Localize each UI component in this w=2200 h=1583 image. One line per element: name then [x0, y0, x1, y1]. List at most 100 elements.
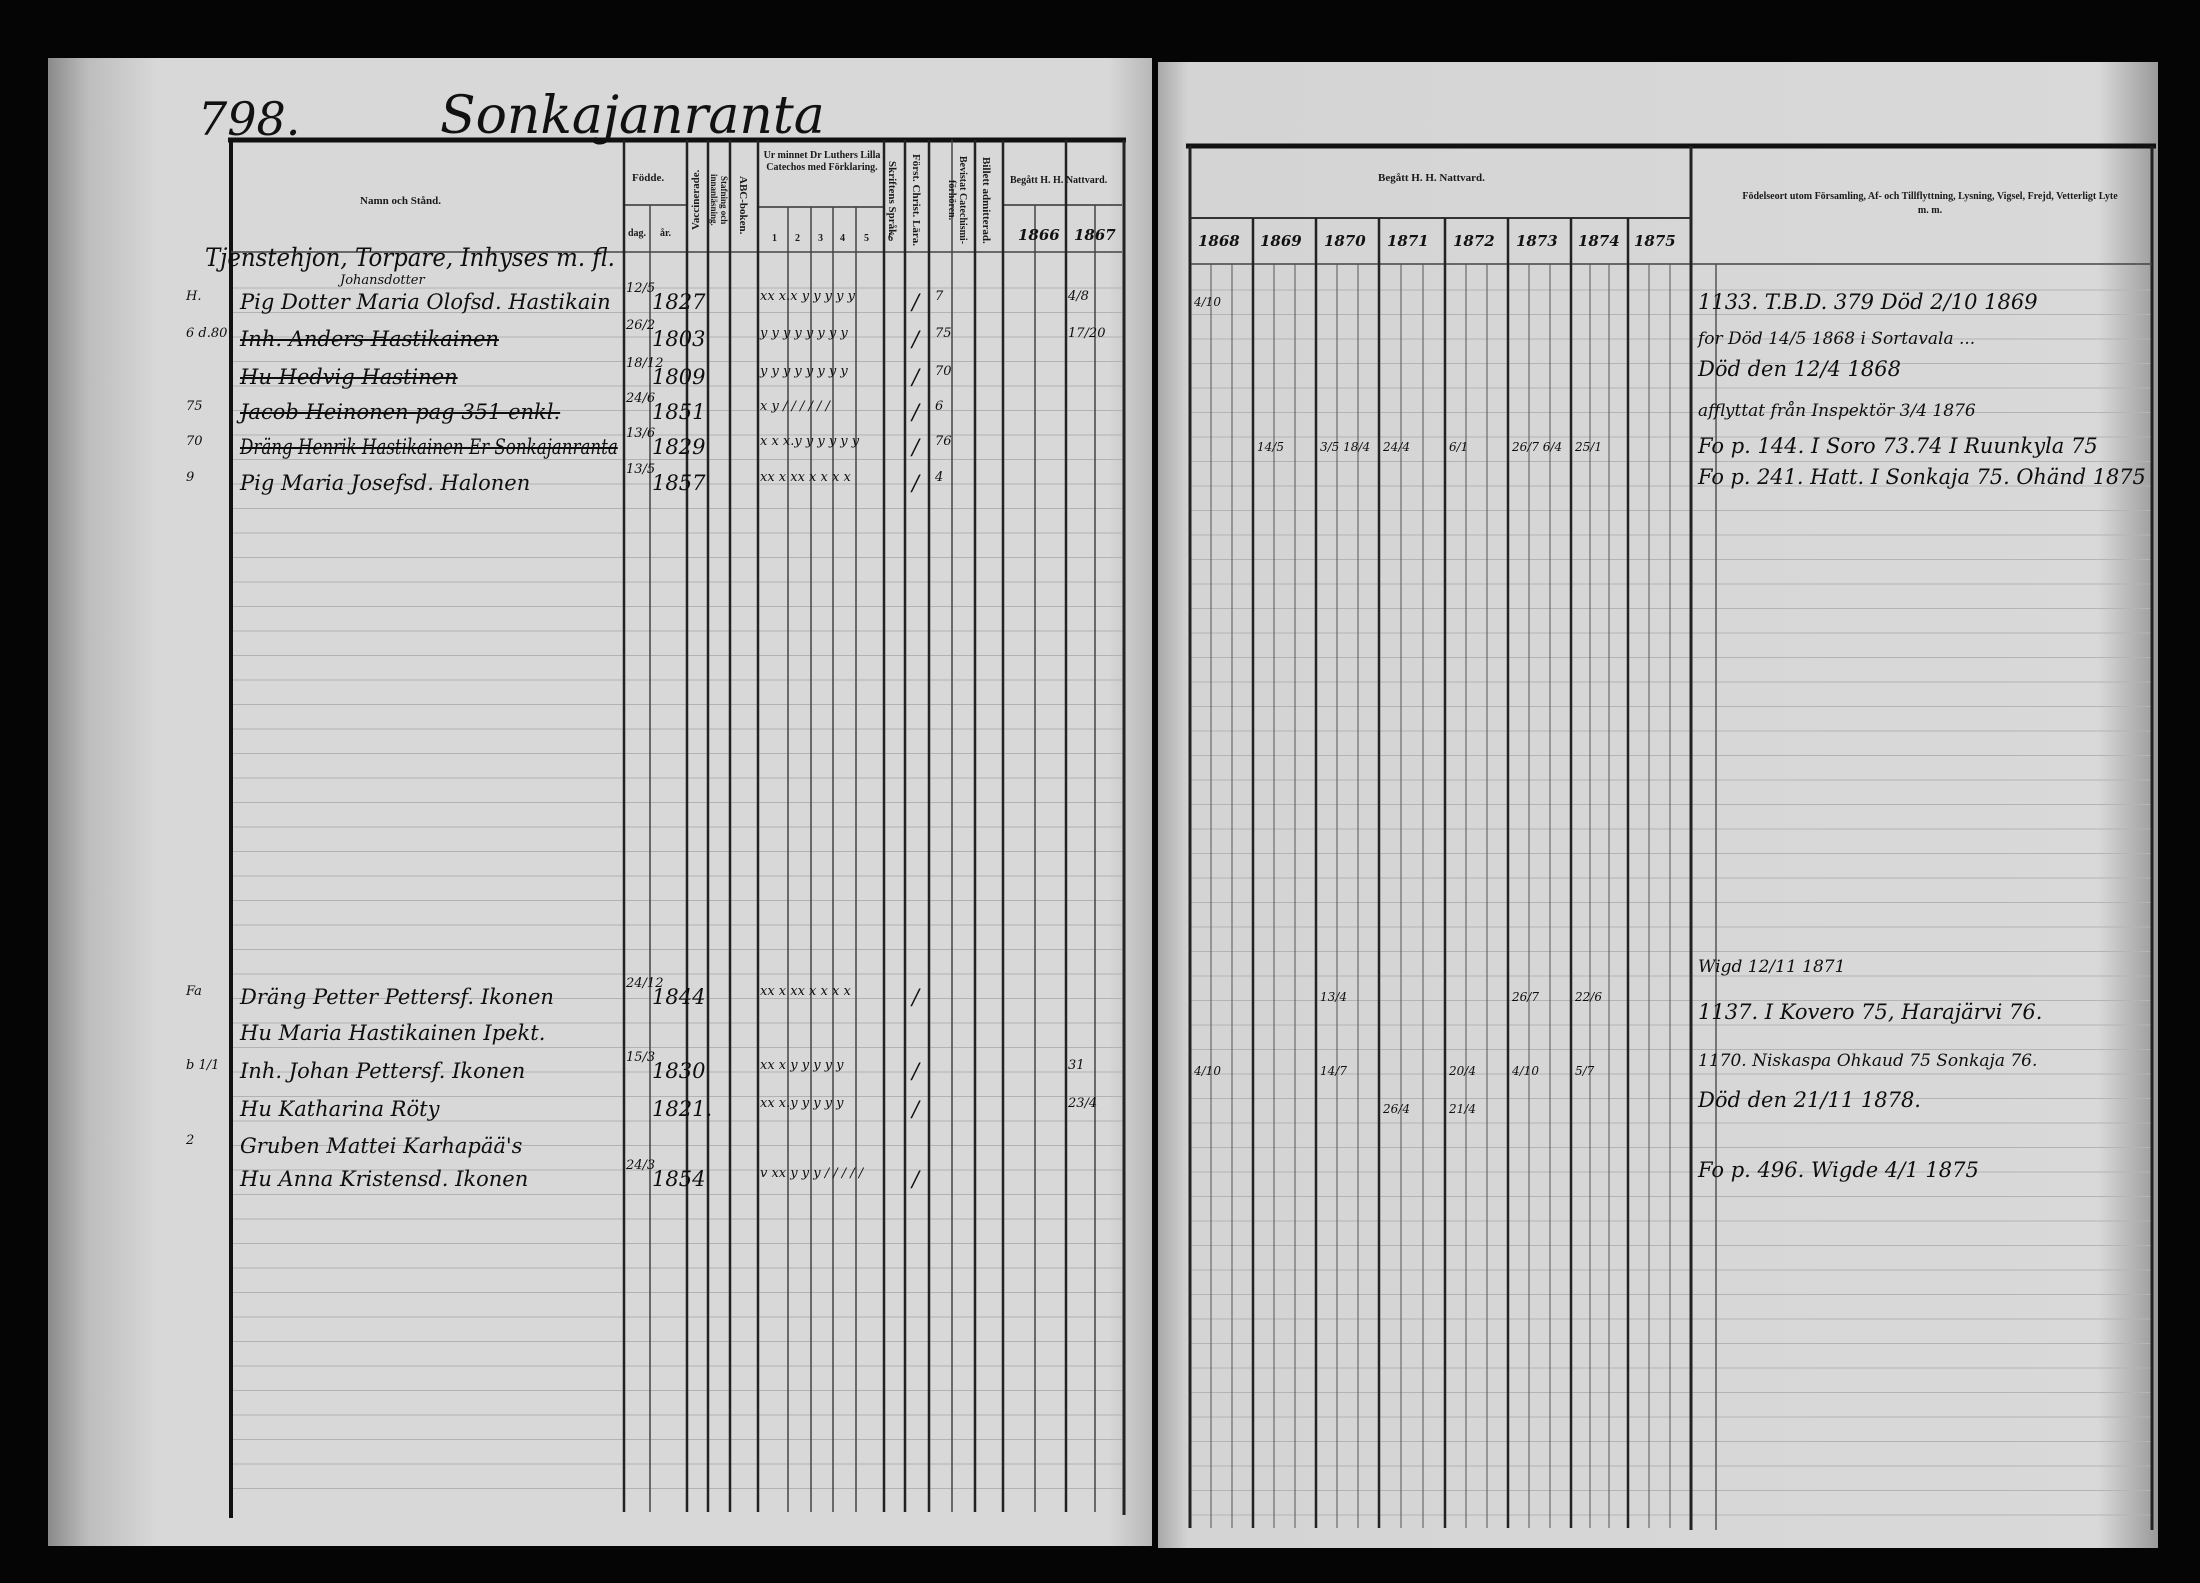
entry-name: Hu Hedvig Hastinen — [240, 365, 458, 389]
header-name: Namn och Stånd. — [360, 195, 441, 207]
entry-name: Pig Dotter Maria Olofsd. Hastikain — [240, 290, 611, 314]
entry-birth-day: 13/6 — [626, 426, 656, 441]
year-1869: 1869 — [1260, 232, 1302, 250]
entry-birth-day: 18/12 — [626, 356, 664, 371]
header-born: Födde. — [632, 172, 665, 184]
communion-mark: 26/7 — [1512, 990, 1539, 1004]
communion-mark: 21/4 — [1449, 1102, 1476, 1116]
remark-line: 1170. Niskaspa Ohkaud 75 Sonkaja 76. — [1698, 1051, 2038, 1071]
header-vaccinated: Vaccinerade. — [690, 169, 702, 231]
entry-birth-year: 1809 — [652, 365, 706, 389]
entry-margin-note: 75 — [186, 399, 203, 414]
entry-christian-mark: / — [912, 400, 920, 424]
page-number: 798. — [198, 92, 301, 146]
remark-line: 1133. T.B.D. 379 Död 2/10 1869 — [1698, 290, 2038, 314]
entry-birth-year: 1857 — [652, 471, 706, 495]
cat-col-6: 6 — [888, 233, 893, 244]
entry-communion: 4/8 — [1068, 289, 1089, 304]
header-communion-left: Begått H. H. Nattvard. — [1010, 175, 1108, 186]
entry-margin-note: 6 d.80 — [186, 326, 228, 341]
cat-col-4: 4 — [840, 233, 845, 244]
entry-birth-day: 13/5 — [626, 462, 656, 477]
entry-christian-mark: / — [912, 290, 920, 314]
cat-col-1: 1 — [772, 233, 777, 244]
entry-birth-day: 24/12 — [626, 976, 664, 991]
entry-birth-day: 12/5 — [626, 281, 656, 296]
year-1871: 1871 — [1387, 232, 1429, 250]
entry-communion: 23/4 — [1068, 1096, 1098, 1111]
entry-margin-note: Fa — [186, 984, 202, 999]
header-year: år. — [660, 228, 672, 239]
entry-birth-day: 15/3 — [626, 1050, 656, 1065]
header-catechism: Ur minnet Dr Luthers Lilla Catechos med … — [763, 150, 881, 173]
entry-christian-mark: / — [912, 435, 920, 459]
year-1866: 1866 — [1018, 226, 1060, 244]
communion-mark: 24/4 — [1383, 440, 1410, 454]
entry-name: Hu Katharina Röty — [240, 1097, 440, 1121]
entry-birth-year: 1821. — [652, 1097, 713, 1121]
entry-margin-note: b 1/1 — [186, 1058, 220, 1073]
remark-line: Död den 21/11 1878. — [1698, 1088, 1921, 1112]
entry-catechism-marks: x x x.y y y y y y — [760, 434, 860, 449]
entry-birth-year: 1827 — [652, 290, 706, 314]
entry-exam-count: 76 — [935, 434, 952, 449]
entry-catechism-marks: y y y y y y y y — [760, 326, 848, 341]
communion-mark: 4/10 — [1194, 295, 1221, 309]
village-title: Sonkajanranta — [440, 86, 825, 146]
remark-line: Fo p. 496. Wigde 4/1 1875 — [1698, 1158, 1979, 1182]
cat-col-2: 2 — [795, 233, 800, 244]
year-1872: 1872 — [1453, 232, 1495, 250]
entry-name-note: Johansdotter — [340, 273, 425, 288]
entry-birth-year: 1803 — [652, 327, 706, 351]
entry-christian-mark: / — [912, 327, 920, 351]
entry-margin-note: H. — [186, 289, 202, 304]
communion-mark: 22/6 — [1575, 990, 1602, 1004]
entry-communion: 31 — [1068, 1058, 1085, 1073]
communion-mark: 26/7 6/4 — [1512, 440, 1563, 454]
header-day: dag. — [628, 228, 647, 239]
communion-mark: 20/4 — [1449, 1064, 1476, 1078]
remark-line: Död den 12/4 1868 — [1698, 357, 1901, 381]
communion-mark: 14/5 — [1257, 440, 1284, 454]
entry-birth-day: 24/3 — [626, 1158, 656, 1173]
communion-mark: 26/4 — [1383, 1102, 1410, 1116]
entry-christian-mark: / — [912, 471, 920, 495]
entry-catechism-marks: xx x xx x x x x — [760, 984, 851, 999]
header-abc: ABC-boken. — [737, 175, 749, 235]
communion-mark: 3/5 18/4 — [1320, 440, 1371, 454]
entry-communion: 17/20 — [1068, 326, 1106, 341]
entry-name: Dräng Henrik Hastikainen Er Sonkajanrant… — [240, 435, 618, 459]
entry-birth-year: 1830 — [652, 1059, 706, 1083]
entry-exam-count: 4 — [935, 470, 944, 485]
entry-name: Pig Maria Josefsd. Halonen — [240, 471, 531, 495]
remark-line: afflyttat från Inspektör 3/4 1876 — [1698, 401, 1976, 421]
entry-margin-note: 2 — [186, 1133, 195, 1148]
cat-col-5: 5 — [864, 233, 869, 244]
entry-exam-count: 75 — [935, 326, 952, 341]
header-examinations: Bevistat Catechismi-förhören. — [946, 155, 968, 245]
entry-catechism-marks: xx x.x y y y y y — [760, 289, 855, 304]
communion-mark: 6/1 — [1449, 440, 1469, 454]
remark-line: Wigd 12/11 1871 — [1698, 957, 1846, 977]
remark-line: Fo p. 144. I Soro 73.74 I Ruunkyla 75 — [1698, 434, 2098, 458]
year-1874: 1874 — [1578, 232, 1620, 250]
entry-name: Jacob Heinonen pag 351 enkl. — [240, 400, 561, 424]
entry-exam-count: 6 — [935, 399, 944, 414]
communion-mark: 13/4 — [1320, 990, 1347, 1004]
entry-name: Dräng Petter Pettersf. Ikonen — [240, 985, 554, 1009]
year-1873: 1873 — [1516, 232, 1558, 250]
communion-mark: 4/10 — [1512, 1064, 1539, 1078]
remark-line: 1137. I Kovero 75, Harajärvi 76. — [1698, 1000, 2043, 1024]
header-christian: Först. Christ. Lära. — [910, 154, 922, 246]
communion-mark: 25/1 — [1575, 440, 1602, 454]
year-1875: 1875 — [1634, 232, 1676, 250]
year-1868: 1868 — [1198, 232, 1240, 250]
entry-christian-mark: / — [912, 365, 920, 389]
remark-line: Fo p. 241. Hatt. I Sonkaja 75. Ohänd 187… — [1698, 465, 2146, 489]
header-admitted: Billett admitterad. — [980, 156, 992, 244]
entry-catechism-marks: x y / / / / / / — [760, 399, 830, 414]
section-heading: Tjenstehjon, Torpare, Inhyses m. fl. — [205, 243, 615, 272]
entry-birth-year: 1844 — [652, 985, 706, 1009]
entry-margin-note: 70 — [186, 434, 203, 449]
